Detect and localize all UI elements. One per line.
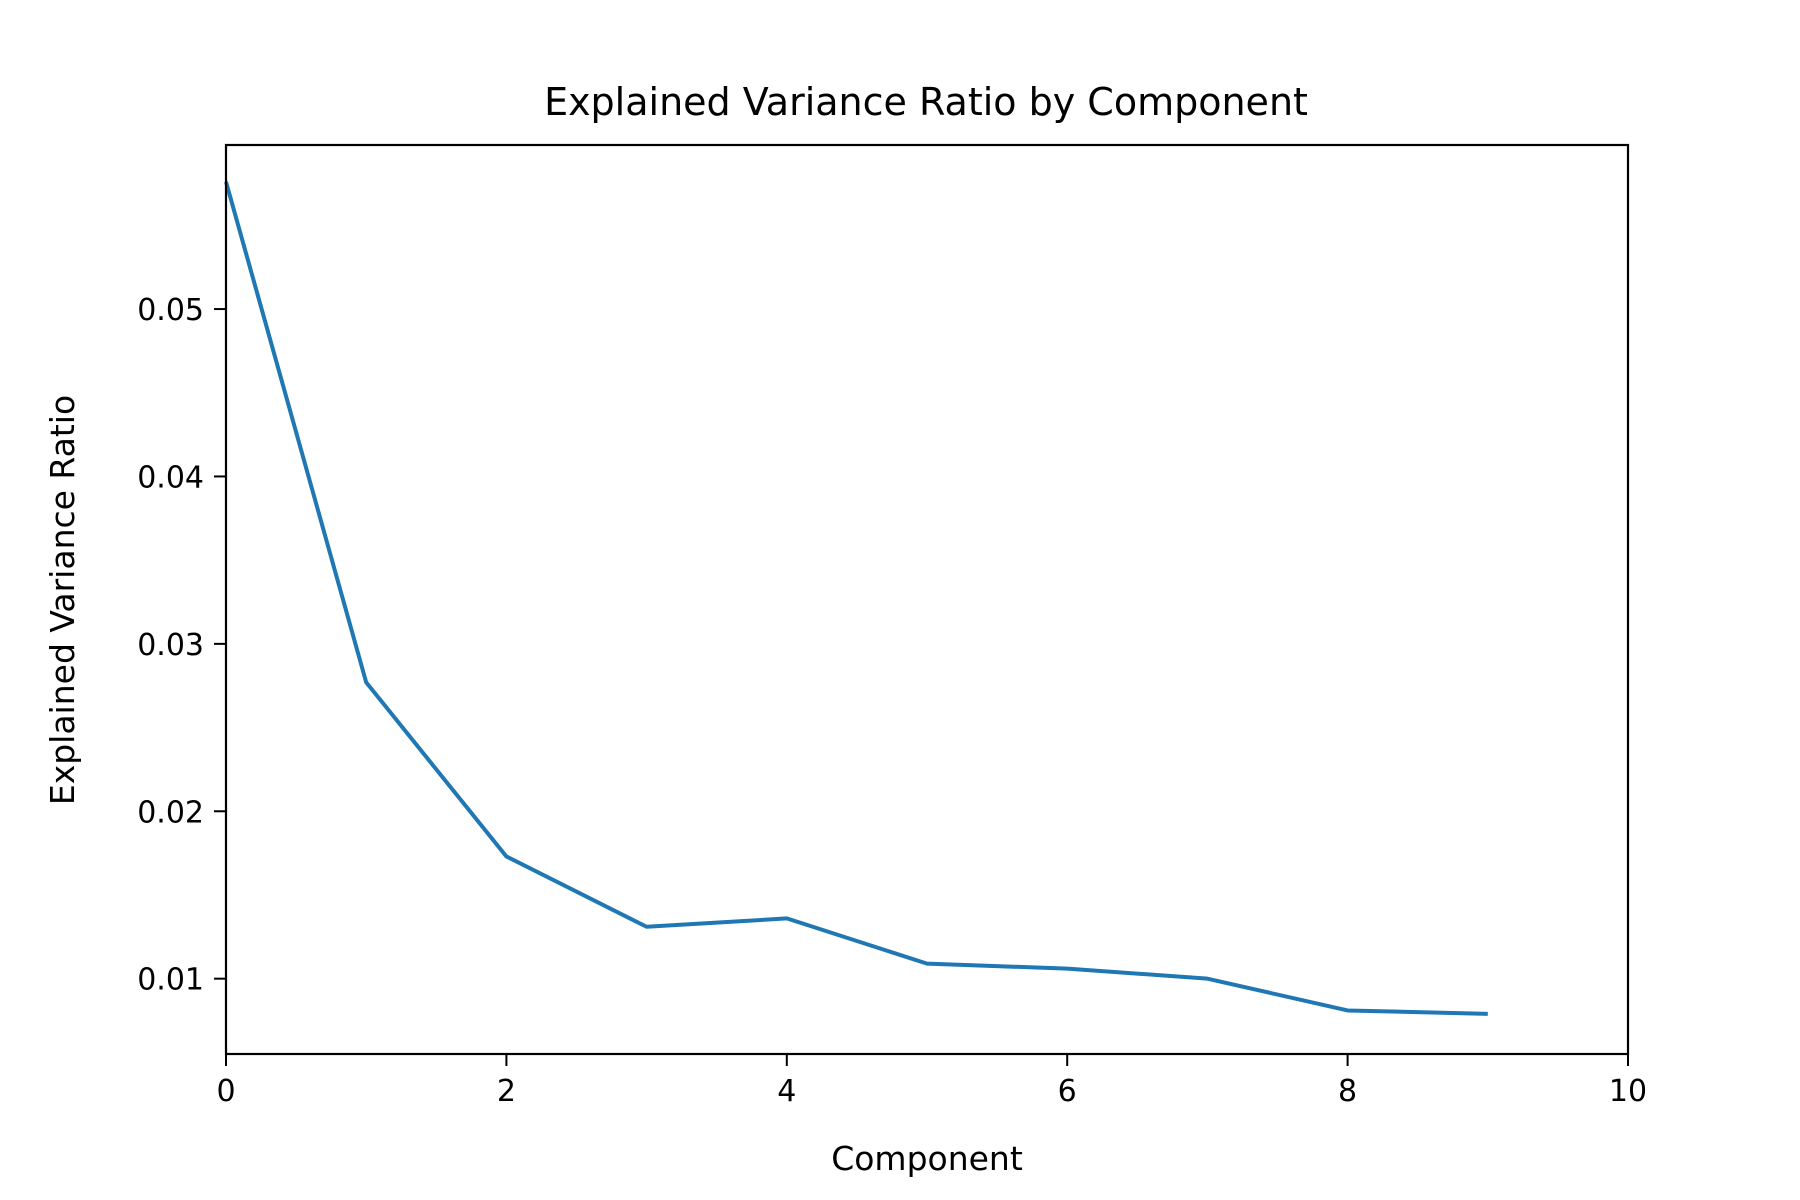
x-tick-label: 10 [1609,1074,1647,1109]
series-line [224,181,1488,1016]
plot-frame [224,143,1630,1056]
x-axis-label: Component [831,1139,1023,1178]
x-tick-label: 2 [497,1074,516,1109]
y-tick-label: 0.04 [137,460,204,495]
y-tick-label: 0.03 [137,628,204,663]
y-tick-label: 0.05 [137,293,204,328]
x-tick-label: 8 [1338,1074,1357,1109]
series-layer [224,181,1488,1016]
x-tick-label: 4 [777,1074,796,1109]
y-axis-label: Explained Variance Ratio [43,395,82,805]
y-tick-label: 0.01 [137,963,204,998]
y-tick-label: 0.02 [137,795,204,830]
x-tick-label: 0 [216,1074,235,1109]
ticks-layer: 0 2 4 6 8 10 0.01 0.02 0.03 0.04 0.05 [137,293,1647,1109]
chart-title: Explained Variance Ratio by Component [544,80,1308,124]
x-tick-label: 6 [1058,1074,1077,1109]
